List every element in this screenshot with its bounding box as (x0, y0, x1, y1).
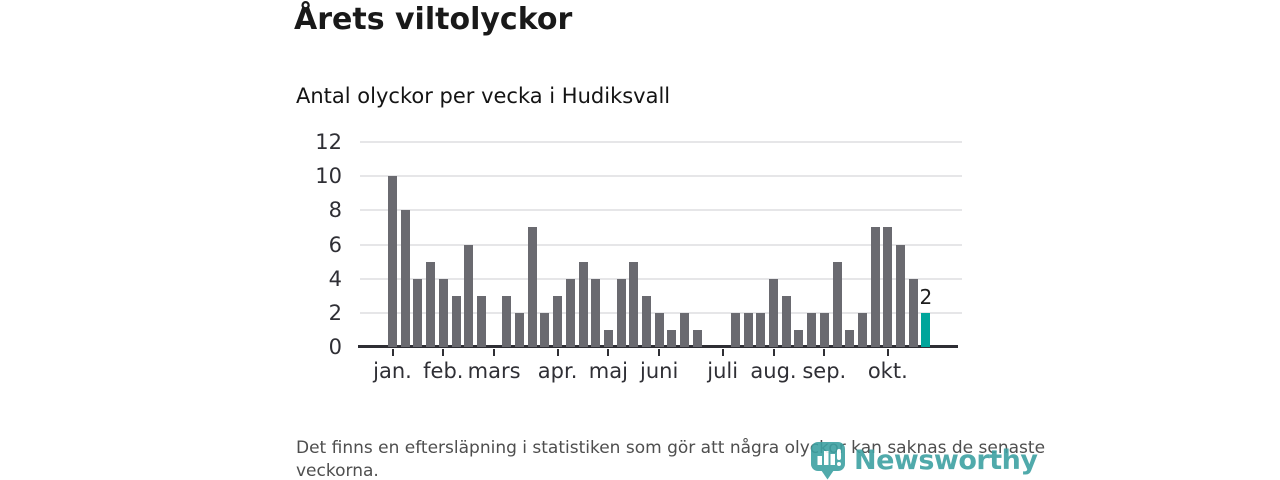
bar-week-22 (654, 312, 664, 347)
bar-week-7 (464, 244, 474, 347)
bar-week-40 (883, 227, 893, 347)
bar-week-15 (565, 278, 575, 347)
chart-subtitle: Antal olyckor per vecka i Hudiksvall (296, 84, 671, 108)
x-axis-label-1: feb. (423, 359, 464, 383)
gridline-10 (360, 175, 962, 178)
gridline-4 (360, 277, 962, 280)
x-tick-5 (658, 349, 661, 356)
bar-week-41 (896, 244, 905, 347)
bar-week-14 (553, 295, 563, 347)
footnote: Det finns en eftersläpning i statistiken… (296, 438, 1046, 480)
bar-week-5 (438, 278, 448, 347)
bar-week-25 (692, 329, 702, 347)
bar-week-12 (527, 227, 537, 347)
bar-week-43 (921, 312, 931, 347)
y-axis-label-4: 4 (328, 266, 342, 291)
x-tick-3 (556, 349, 559, 356)
y-axis-label-10: 10 (315, 164, 342, 189)
gridline-12 (360, 141, 962, 143)
y-axis-label-8: 8 (328, 198, 342, 223)
x-axis-label-0: jan. (373, 359, 412, 383)
bar-week-19 (616, 278, 626, 347)
x-tick-4 (607, 349, 610, 356)
y-axis-label-2: 2 (328, 300, 342, 325)
bar-week-3 (413, 278, 423, 347)
bar-week-16 (578, 261, 588, 347)
bar-week-20 (629, 261, 639, 347)
newsworthy-logo: Newsworthy (810, 440, 1038, 480)
newsworthy-logo-text: Newsworthy (854, 444, 1038, 476)
bar-week-32 (781, 295, 791, 347)
x-axis-label-2: mars (467, 359, 521, 383)
y-axis-label-6: 6 (328, 232, 342, 257)
bar-week-28 (730, 312, 740, 347)
x-tick-8 (823, 349, 826, 356)
bar-week-34 (807, 312, 817, 347)
bar-week-35 (819, 312, 829, 347)
last-bar-value-label: 2 (919, 284, 933, 309)
bar-week-29 (743, 312, 753, 347)
bar-week-30 (756, 312, 766, 347)
gridline-8 (360, 209, 962, 212)
bar-week-1 (388, 176, 397, 347)
x-axis-label-6: juli (707, 359, 739, 383)
bar-week-10 (502, 295, 512, 347)
x-tick-0 (391, 349, 394, 356)
x-tick-7 (772, 349, 775, 356)
newsworthy-pin-icon (811, 442, 845, 480)
x-tick-2 (493, 349, 496, 356)
bar-week-37 (845, 329, 855, 347)
bar-week-6 (451, 295, 461, 347)
bar-week-18 (603, 329, 613, 347)
x-tick-6 (721, 349, 724, 356)
x-tick-1 (442, 349, 445, 356)
bar-week-8 (476, 295, 486, 347)
bar-week-4 (426, 261, 436, 347)
bar-week-24 (680, 312, 690, 347)
x-axis-label-4: maj (588, 359, 628, 383)
gridline-6 (360, 243, 962, 246)
chart-title: Årets viltolyckor (294, 2, 573, 37)
y-axis-label-0: 0 (328, 335, 342, 359)
x-axis-label-5: juni (640, 359, 679, 383)
bar-week-39 (870, 227, 880, 347)
x-axis-label-7: aug. (750, 359, 797, 383)
bar-week-17 (591, 278, 601, 347)
x-tick-9 (886, 349, 889, 356)
x-axis-label-9: okt. (867, 359, 908, 383)
x-axis-label-3: apr. (537, 359, 578, 383)
bar-week-21 (642, 295, 651, 347)
bar-week-13 (540, 312, 550, 347)
bar-week-23 (667, 329, 677, 347)
bar-week-38 (857, 312, 867, 347)
bar-week-31 (769, 278, 778, 347)
bar-week-11 (515, 312, 524, 347)
bar-week-42 (908, 278, 918, 347)
bar-week-36 (832, 261, 842, 347)
bar-week-2 (400, 210, 410, 347)
bar-week-33 (794, 329, 804, 347)
bar-chart: 0 2 4 6 8 10 12 jan. feb. mars apr. maj juni juli aug.… (315, 130, 962, 383)
x-axis-label-8: sep. (802, 359, 847, 383)
y-axis-label-12: 12 (315, 130, 342, 154)
